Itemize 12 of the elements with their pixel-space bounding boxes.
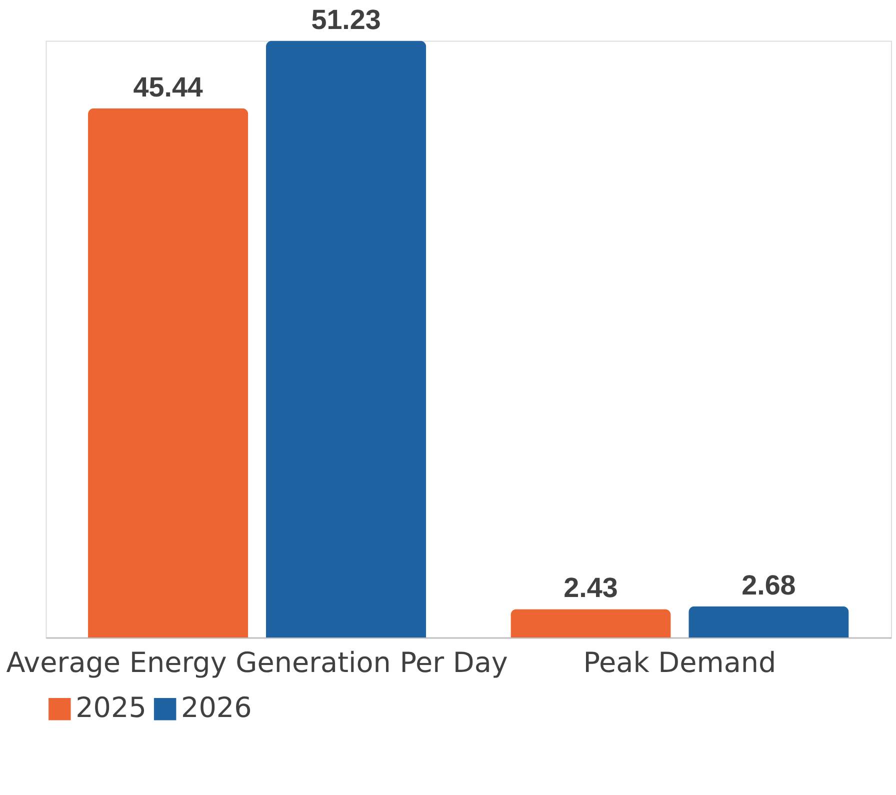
bar [88, 108, 248, 638]
data-label: 51.23 [311, 4, 381, 35]
bar [266, 40, 426, 638]
legend-label: 2026 [180, 691, 252, 724]
data-label: 2.43 [564, 572, 618, 604]
legend-label: 2025 [76, 691, 146, 724]
data-label: 2.68 [742, 569, 796, 600]
bar [510, 609, 671, 638]
bar [688, 606, 849, 638]
x-tick-label: Peak Demand [583, 646, 776, 679]
x-tick-label: Average Energy Generation Per Day [6, 646, 508, 679]
data-label: 45.44 [133, 71, 204, 102]
